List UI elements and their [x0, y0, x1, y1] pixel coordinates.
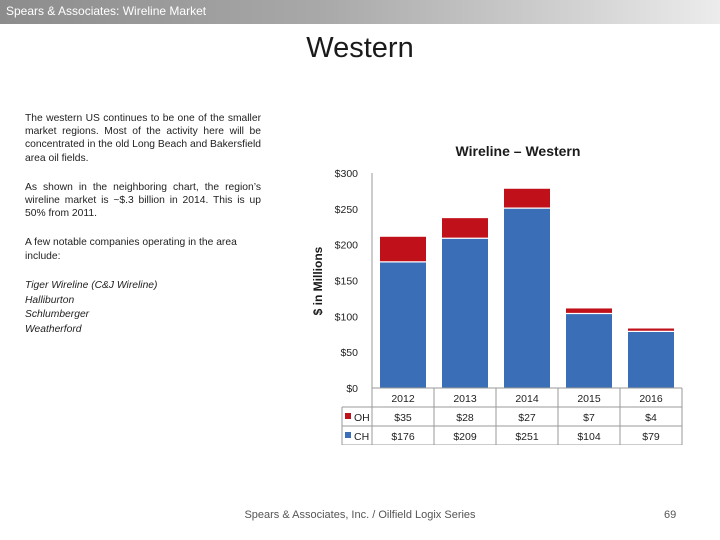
legend-label-ch: CH [354, 431, 369, 443]
header-title: Spears & Associates: Wireline Market [6, 4, 207, 18]
bar-ch [566, 313, 612, 388]
header-bar: Spears & Associates: Wireline Market [0, 0, 720, 24]
page-number: 69 [664, 509, 677, 521]
y-tick-label: $100 [335, 311, 359, 323]
data-label-ch: $104 [577, 431, 601, 443]
x-category-label: 2016 [639, 393, 663, 405]
bar-ch [380, 261, 426, 388]
left-text-panel: The western US continues to be one of th… [25, 112, 261, 338]
data-label-oh: $28 [456, 412, 474, 424]
x-category-label: 2014 [515, 393, 539, 405]
company-item: Schlumberger [25, 309, 90, 321]
bar-ch [628, 331, 674, 388]
bar-oh [628, 328, 674, 332]
y-tick-label: $150 [335, 276, 359, 288]
y-tick-label: $200 [335, 240, 359, 252]
data-label-oh: $35 [394, 412, 412, 424]
x-category-label: 2013 [453, 393, 477, 405]
data-label-ch: $176 [391, 431, 415, 443]
bar-oh [504, 188, 550, 209]
paragraph-overview: The western US continues to be one of th… [25, 113, 261, 164]
y-axis-label: $ in Millions [311, 246, 325, 315]
y-tick-label: $50 [340, 347, 358, 359]
company-list: Tiger Wireline (C&J Wireline) Halliburto… [25, 279, 261, 338]
slide-title: Western [306, 32, 414, 64]
y-tick-label: $250 [335, 204, 359, 216]
y-tick-label: $300 [335, 168, 359, 180]
bar-ch [504, 208, 550, 388]
paragraph-companies-intro: A few notable companies operating in the… [25, 237, 237, 262]
x-category-label: 2012 [391, 393, 415, 405]
legend-key-ch [345, 432, 351, 438]
bar-oh [442, 218, 488, 239]
bar-oh [566, 308, 612, 314]
footer-text: Spears & Associates, Inc. / Oilfield Log… [244, 509, 476, 521]
wireline-western-chart: Wireline – Western $ in Millions $0 $50 $100… [311, 143, 683, 445]
data-label-oh: $4 [645, 412, 657, 424]
data-label-oh: $7 [583, 412, 595, 424]
company-item: Halliburton [25, 294, 75, 306]
paragraph-market-size: As shown in the neighboring chart, the r… [25, 181, 261, 220]
data-label-ch: $251 [515, 431, 539, 443]
company-item: Tiger Wireline (C&J Wireline) [25, 279, 158, 291]
data-label-oh: $27 [518, 412, 536, 424]
data-label-ch: $209 [453, 431, 477, 443]
data-label-ch: $79 [642, 431, 660, 443]
legend-label-oh: OH [354, 412, 370, 424]
x-category-label: 2015 [577, 393, 601, 405]
bar-ch [442, 238, 488, 388]
chart-title: Wireline – Western [456, 143, 581, 159]
bar-oh [380, 236, 426, 262]
y-tick-label: $0 [346, 383, 358, 395]
legend-key-oh [345, 413, 351, 419]
company-item: Weatherford [25, 324, 82, 336]
